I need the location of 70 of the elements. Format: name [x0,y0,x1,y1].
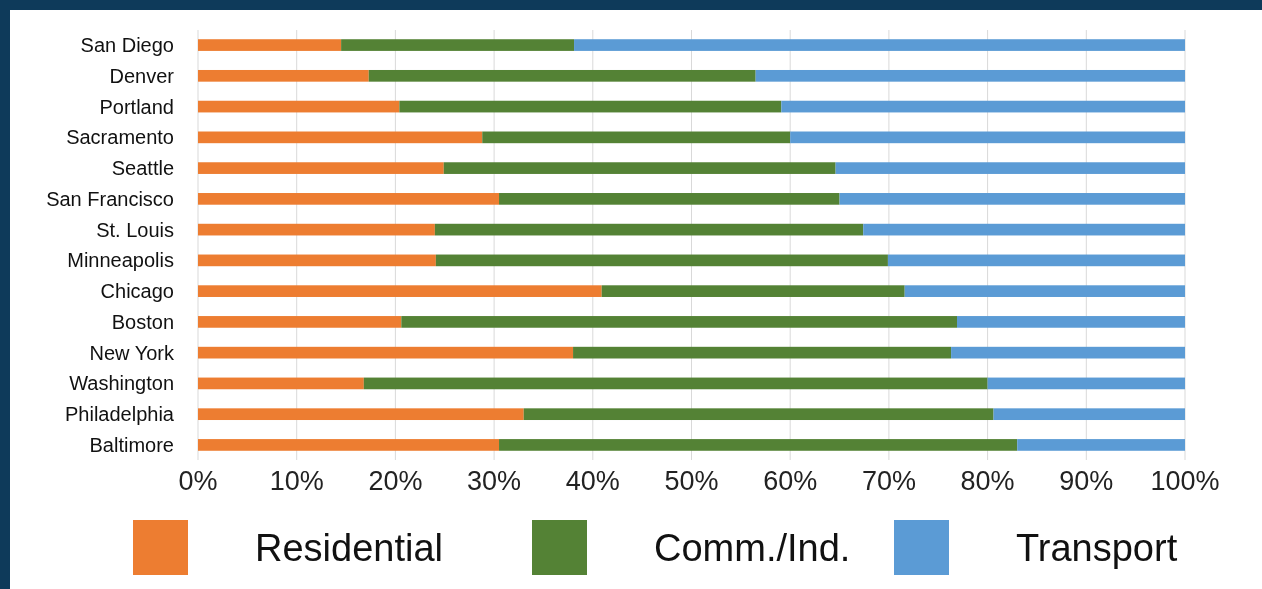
y-tick-label: Washington [69,372,174,395]
bar [887,254,1185,267]
y-tick-label: Portland [99,95,174,118]
bar [993,408,1185,421]
bar [198,131,483,144]
y-tick-label: San Francisco [46,187,174,210]
bar [601,285,905,297]
bar [499,193,840,205]
bar [198,193,500,205]
bar [434,223,864,236]
x-tick-label: 10% [269,466,324,496]
bar [198,285,602,297]
bar [198,69,369,82]
bar [839,193,1185,205]
bar [198,254,436,267]
x-tick-label: 50% [664,466,719,496]
bar [835,162,1185,174]
x-tick-label: 0% [178,466,218,496]
bar [1017,439,1185,451]
x-tick-label: 70% [861,466,916,496]
legend-label: Residential [255,527,443,570]
legend-label: Comm./Ind. [654,527,851,570]
y-tick-label: Denver [109,64,175,87]
bar [198,223,435,236]
bar [341,39,575,51]
y-tick-label: San Diego [80,34,174,57]
bar [401,316,957,328]
x-tick-label: 90% [1059,466,1114,496]
bar [781,100,1185,113]
bar [368,69,756,82]
legend-label: Transport [1016,527,1178,570]
x-tick-label: 30% [467,466,522,496]
bar [987,377,1185,390]
x-tick-label: 20% [368,466,423,496]
bar [198,100,400,113]
y-tick-label: Chicago [100,280,174,303]
bar [198,439,500,451]
y-tick-label: Philadelphia [65,403,175,426]
bar [755,69,1185,82]
bar [198,316,402,328]
bar [198,377,364,390]
bar [198,408,524,421]
y-tick-label: Minneapolis [67,249,174,272]
bar [363,377,988,390]
x-tick-label: 60% [763,466,818,496]
bar [957,316,1185,328]
bar [399,100,782,113]
x-tick-label: 100% [1150,466,1220,496]
bar [790,131,1185,144]
y-tick-label: Baltimore [89,433,174,456]
bar [435,254,888,267]
bar [904,285,1185,297]
bar [198,39,342,51]
bar [499,439,1018,451]
x-tick-label: 40% [565,466,620,496]
bar [482,131,791,144]
bar [443,162,836,174]
y-tick-label: New York [89,341,175,364]
bar [198,162,444,174]
y-tick-label: St. Louis [96,218,174,241]
bar [951,346,1185,359]
y-tick-label: Boston [111,310,174,333]
bar [198,346,574,359]
bar [574,39,1185,51]
bar [523,408,994,421]
y-tick-label: Seattle [111,157,174,180]
bar [573,346,952,359]
bar [863,223,1185,236]
x-tick-label: 80% [960,466,1015,496]
y-tick-label: Sacramento [66,126,174,149]
